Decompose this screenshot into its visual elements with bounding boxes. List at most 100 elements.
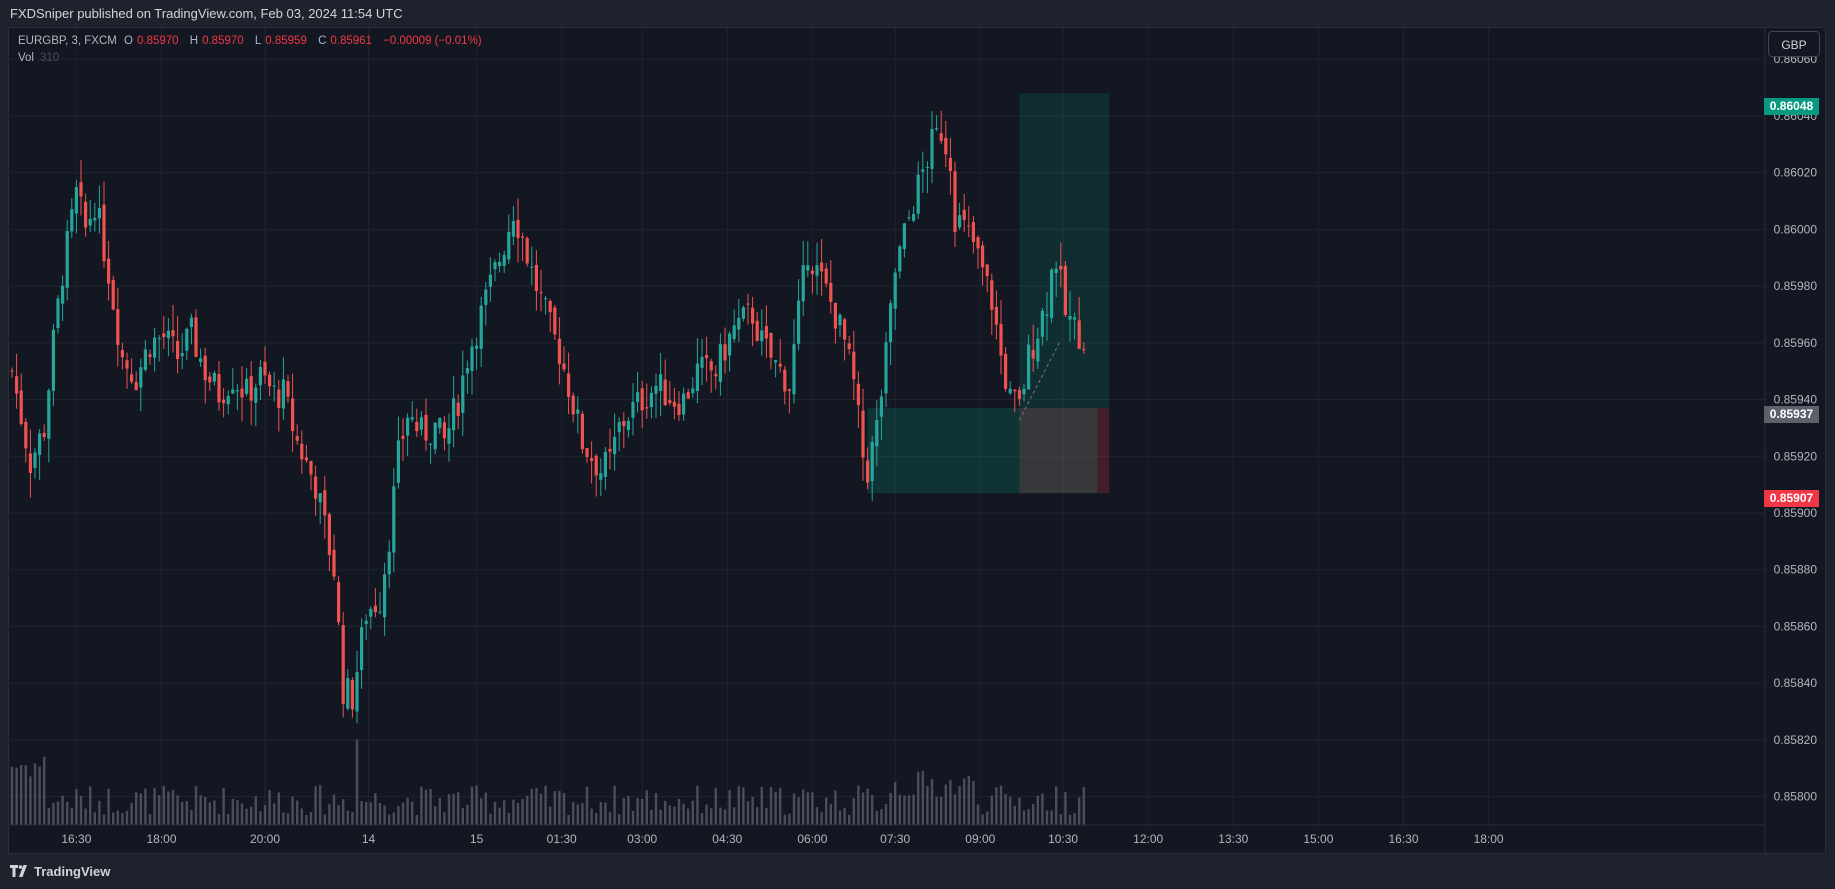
volume-bar xyxy=(319,785,322,825)
candle-body xyxy=(907,217,911,219)
candle-body xyxy=(912,213,916,221)
volume-bar xyxy=(457,792,460,825)
volume-bar xyxy=(378,803,382,825)
volume-bar xyxy=(999,785,1003,825)
target-price-tag: 0.86048 xyxy=(1764,98,1819,115)
candle-body xyxy=(208,376,212,383)
volume-bar xyxy=(608,812,612,825)
volume-bar xyxy=(539,793,543,825)
candle-body xyxy=(663,379,667,406)
candle-body xyxy=(718,343,722,382)
volume-bar xyxy=(480,798,483,825)
candle-body xyxy=(608,448,612,452)
volume-bar xyxy=(250,806,253,825)
volume-bar xyxy=(852,798,855,825)
candle-body xyxy=(134,381,138,391)
x-tick-label: 03:00 xyxy=(627,832,657,846)
candle-body xyxy=(263,361,267,376)
candle-body xyxy=(695,363,699,391)
volume-bar xyxy=(429,788,432,825)
candle-body xyxy=(153,337,157,358)
candle-body xyxy=(47,390,51,439)
candle-body xyxy=(309,460,313,475)
volume-bar xyxy=(935,796,938,825)
volume-bar xyxy=(360,801,363,825)
volume-bar xyxy=(1068,814,1072,825)
volume-bar xyxy=(553,791,556,825)
candle-body xyxy=(378,611,382,613)
volume-bar xyxy=(112,812,115,825)
candle-body xyxy=(502,254,506,266)
candle-body xyxy=(488,274,492,287)
x-tick-label: 15:00 xyxy=(1303,832,1333,846)
candle-body xyxy=(383,574,387,618)
candle-body xyxy=(870,441,874,482)
volume-bar xyxy=(1018,797,1021,825)
candle-body xyxy=(829,282,833,302)
candle-body xyxy=(111,279,115,310)
volume-bar xyxy=(236,800,239,825)
volume-bar xyxy=(687,808,690,825)
volume-bar xyxy=(199,795,202,825)
volume-bar xyxy=(369,802,372,825)
axes: 0.860600.860400.860200.860000.859800.859… xyxy=(10,28,1817,853)
volume-bar xyxy=(1082,787,1085,825)
candle-body xyxy=(1059,265,1063,270)
candle-body xyxy=(1054,268,1058,274)
candle-body xyxy=(74,187,78,214)
volume-bar xyxy=(714,787,717,825)
volume-bar xyxy=(590,808,593,825)
currency-button[interactable]: GBP xyxy=(1768,31,1820,57)
vol-label[interactable]: Vol xyxy=(18,52,34,64)
candle-body xyxy=(838,314,842,326)
volume-bar xyxy=(963,778,966,825)
volume-bar xyxy=(871,795,874,825)
volume-bar xyxy=(332,794,336,825)
candle-body xyxy=(530,266,534,268)
volume-bar xyxy=(641,798,644,825)
candle-body xyxy=(387,551,391,575)
candle-body xyxy=(125,360,129,369)
candle-body xyxy=(682,393,686,415)
volume-bar xyxy=(38,766,41,825)
chart-frame[interactable] xyxy=(8,27,1826,854)
candle-body xyxy=(659,374,663,392)
symbol-name[interactable]: EURGBP, 3, FXCM xyxy=(18,35,117,47)
volume-bar xyxy=(24,765,27,825)
x-tick-label: 13:30 xyxy=(1218,832,1248,846)
candle-body xyxy=(396,440,400,483)
volume-bar xyxy=(144,788,147,825)
x-tick-label: 18:00 xyxy=(146,832,176,846)
candle-body xyxy=(672,401,676,407)
volume-bar xyxy=(894,782,897,825)
volume-bar xyxy=(33,763,37,825)
candle-body xyxy=(981,245,985,268)
x-tick-label: 12:00 xyxy=(1133,832,1163,846)
volume-bar xyxy=(737,786,740,825)
volume-bar xyxy=(631,810,635,825)
change-value: −0.00009 (−0.01%) xyxy=(383,35,482,47)
candle-body xyxy=(594,455,598,476)
candle-body xyxy=(948,157,952,171)
y-tick-label: 0.85960 xyxy=(1774,336,1818,350)
volume-bar xyxy=(751,796,754,825)
volume-bar xyxy=(438,798,441,825)
candle-body xyxy=(470,346,474,371)
volume-bar xyxy=(526,795,529,825)
candle-body xyxy=(240,388,244,398)
footer-brand[interactable]: TradingView xyxy=(0,856,1835,888)
volume-bar xyxy=(903,795,906,825)
candle-body xyxy=(755,320,759,341)
volume-bar xyxy=(884,804,888,825)
candle-body xyxy=(815,265,819,276)
candle-body xyxy=(1045,314,1049,316)
volume-bar xyxy=(493,801,497,825)
volume-bar xyxy=(820,812,823,825)
volume-bar xyxy=(544,785,547,825)
candle-body xyxy=(705,355,709,359)
volume-bar xyxy=(765,808,768,825)
volume-bar xyxy=(668,805,671,825)
volume-bar xyxy=(217,814,221,825)
candle-body xyxy=(433,422,437,450)
